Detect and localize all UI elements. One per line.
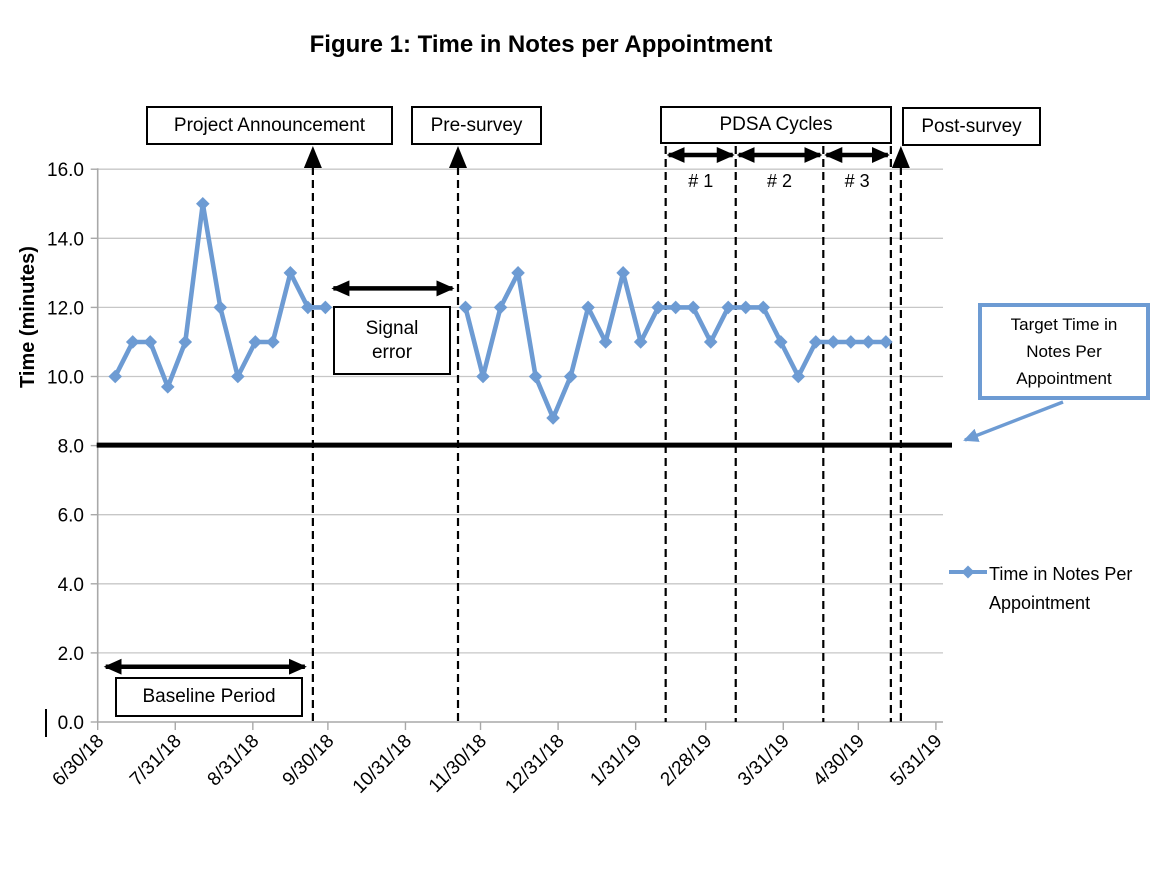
target-callout-label: Target Time in Notes Per Appointment	[1010, 314, 1118, 389]
y-tick-label: 10.0	[47, 368, 84, 389]
event-up-arrowhead	[891, 146, 910, 168]
data-point-marker	[809, 335, 823, 349]
y-tick-label: 8.0	[58, 437, 84, 458]
y-tick-label: 14.0	[47, 229, 84, 250]
data-point-marker	[686, 300, 700, 315]
data-point-marker	[493, 300, 508, 315]
data-point-marker	[756, 300, 771, 315]
diamond-icon	[961, 565, 975, 579]
data-point-marker	[195, 196, 210, 211]
data-point-marker	[108, 369, 123, 384]
data-point-marker	[511, 266, 525, 280]
legend-series-label: Time in Notes Per Appointment	[989, 564, 1133, 613]
data-point-marker	[528, 369, 543, 384]
target-callout-arrow	[963, 400, 1064, 442]
data-point-marker	[266, 335, 280, 349]
data-point-marker	[125, 335, 140, 349]
y-tick-label: 12.0	[47, 298, 84, 319]
data-point-marker	[283, 266, 298, 280]
baseline-period-box: Baseline Period	[115, 677, 303, 717]
data-point-marker	[178, 335, 193, 349]
data-point-marker	[773, 335, 788, 349]
x-tick-label: 9/30/18	[279, 731, 339, 791]
data-point-marker	[598, 335, 613, 349]
pre-survey-box: Pre-survey	[411, 106, 542, 145]
y-axis-title: Time (minutes)	[17, 246, 39, 388]
signal-error-box: Signal error	[333, 306, 451, 375]
x-tick-label: 12/31/18	[501, 731, 568, 798]
data-point-marker	[668, 300, 683, 315]
x-tick-label: 2/28/19	[657, 731, 717, 791]
pdsa-cycle-number-label: # 2	[767, 171, 793, 191]
data-point-marker	[213, 300, 228, 315]
event-up-arrowhead	[303, 146, 322, 168]
data-point-marker	[738, 300, 753, 315]
y-tick-label: 2.0	[58, 644, 84, 665]
data-point-marker	[721, 300, 736, 315]
data-point-marker	[633, 335, 648, 349]
y-tick-label: 16.0	[47, 160, 84, 181]
x-tick-label: 7/31/18	[126, 731, 186, 791]
data-point-marker	[879, 335, 893, 349]
post-survey-box: Post-survey	[902, 107, 1041, 146]
data-point-marker	[844, 335, 858, 349]
data-point-marker	[160, 380, 175, 394]
series-line	[112, 201, 328, 390]
data-point-marker	[703, 335, 718, 349]
event-up-arrowhead	[449, 146, 468, 168]
pdsa-cycles-box: PDSA Cycles	[660, 106, 892, 144]
data-point-marker	[651, 300, 665, 315]
data-point-marker	[143, 335, 158, 349]
x-tick-label: 1/31/19	[587, 731, 647, 791]
project-announcement-label: Project Announcement	[173, 114, 366, 136]
x-tick-label: 10/31/18	[349, 731, 416, 798]
pdsa-cycle-number-label: # 3	[844, 171, 870, 191]
x-tick-label: 8/31/18	[204, 731, 264, 791]
x-tick-label: 5/31/19	[887, 731, 947, 791]
data-point-marker	[231, 369, 245, 384]
y-tick-label: 4.0	[58, 575, 84, 596]
x-tick-label: 4/30/19	[809, 731, 869, 791]
project-announcement-box: Project Announcement	[146, 106, 393, 145]
data-point-marker	[791, 369, 806, 384]
data-point-marker	[563, 369, 578, 384]
post-survey-label: Post-survey	[921, 115, 1022, 137]
pre-survey-label: Pre-survey	[430, 114, 523, 136]
x-tick-label: 11/30/18	[425, 731, 491, 797]
x-tick-label: 6/30/18	[49, 731, 109, 791]
data-point-marker	[458, 300, 473, 315]
signal-error-label: Signal error	[365, 317, 419, 363]
y-tick-label: 0.0	[58, 713, 84, 734]
data-point-marker	[301, 300, 315, 315]
pdsa-cycles-label: PDSA Cycles	[719, 114, 833, 136]
data-point-marker	[826, 335, 841, 349]
data-point-marker	[476, 369, 490, 384]
data-point-marker	[861, 335, 876, 349]
data-point-marker	[248, 335, 263, 349]
data-point-marker	[616, 266, 630, 280]
cursor-artifact	[45, 709, 47, 737]
data-point-marker	[581, 300, 595, 315]
data-point-marker	[546, 411, 560, 425]
pdsa-cycle-number-label: # 1	[688, 171, 714, 191]
target-callout-box: Target Time in Notes Per Appointment	[978, 303, 1150, 400]
baseline-period-label: Baseline Period	[142, 686, 276, 708]
legend-series-marker-icon	[949, 565, 987, 579]
x-tick-label: 3/31/19	[734, 731, 794, 791]
chart-title: Figure 1: Time in Notes per Appointment	[309, 31, 773, 58]
data-point-marker	[318, 300, 333, 315]
y-tick-label: 6.0	[58, 506, 84, 527]
